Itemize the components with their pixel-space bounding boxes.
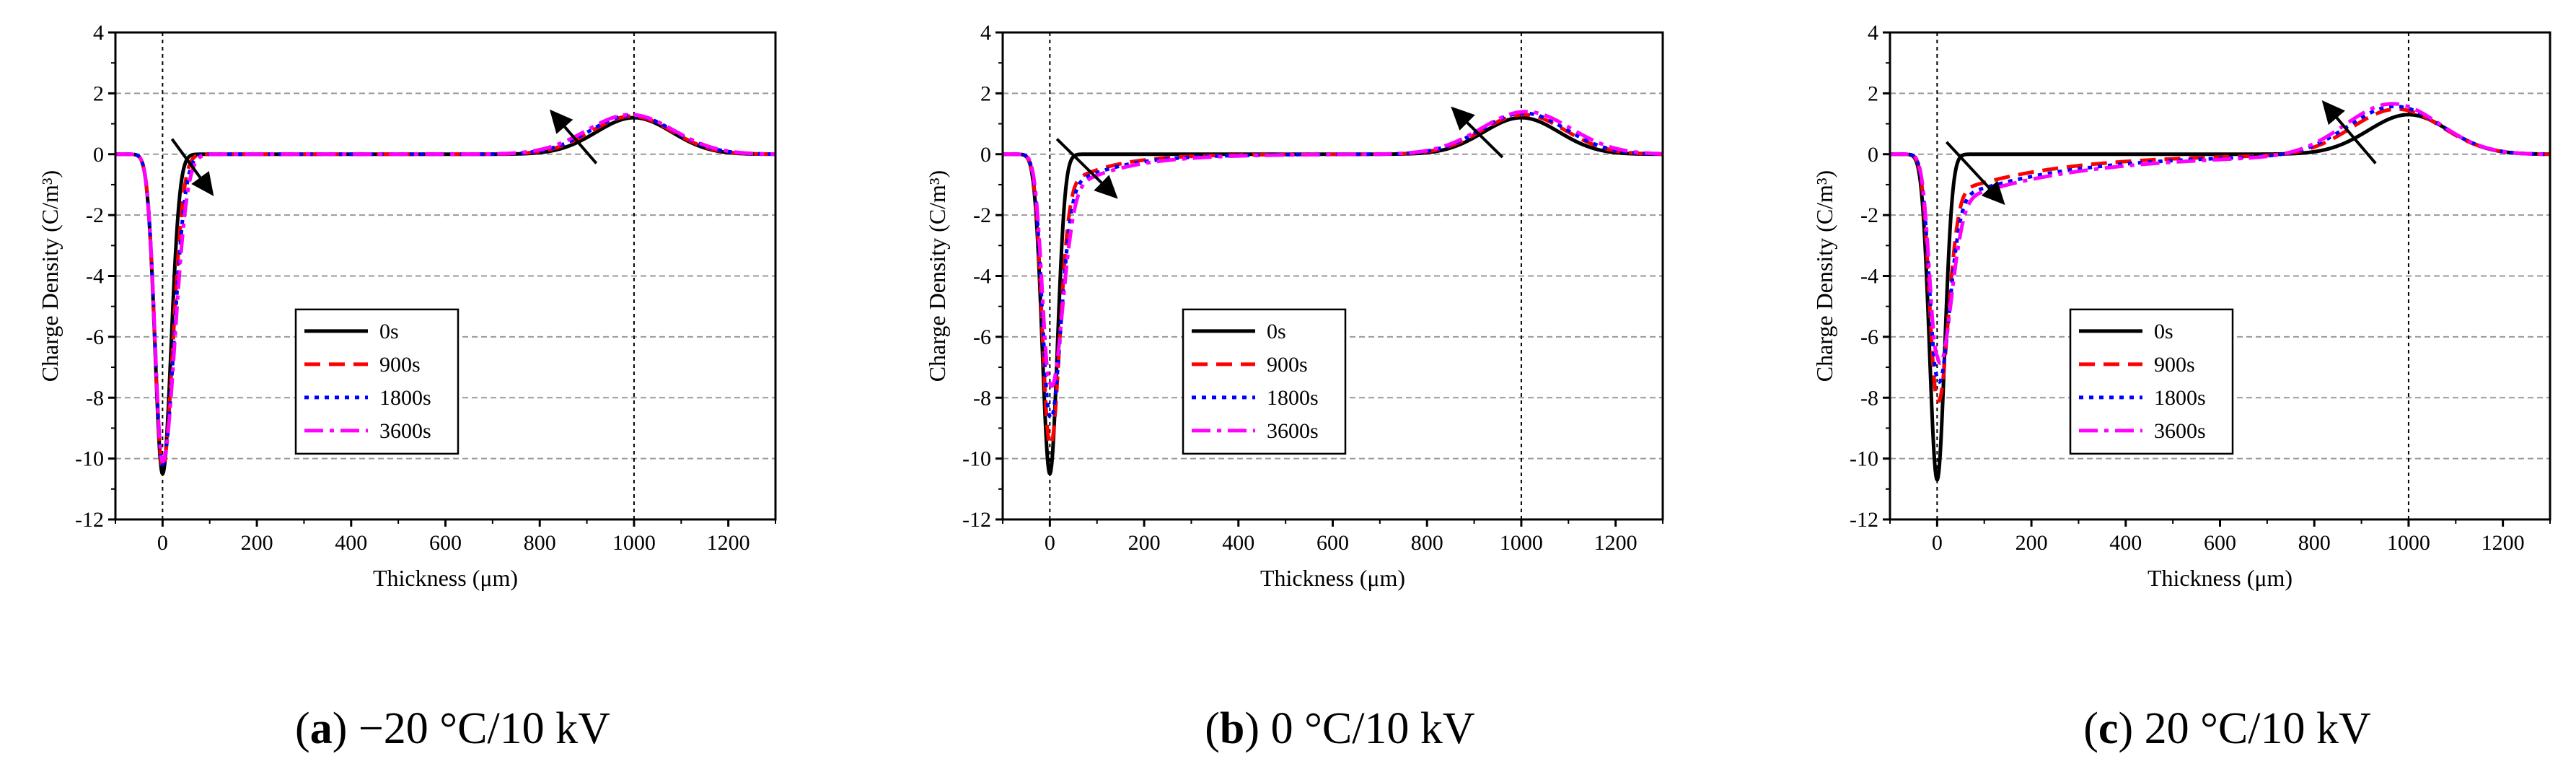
legend-label-0s: 0s <box>1267 320 1286 343</box>
y-tick-label: -4 <box>973 265 991 289</box>
y-tick-label: -8 <box>1860 386 1878 410</box>
legend-label-0s: 0s <box>2154 320 2173 343</box>
x-tick-label: 1200 <box>2482 531 2525 555</box>
y-tick-label: 0 <box>980 143 991 167</box>
legend: 0s 900s 1800s 3600s <box>1182 308 1347 455</box>
y-tick-label: -10 <box>75 447 104 471</box>
legend-label-1800s: 1800s <box>1267 386 1319 410</box>
y-tick-label: -2 <box>973 203 991 227</box>
y-tick-label: 2 <box>93 82 104 105</box>
x-tick-label: 1000 <box>1500 531 1543 555</box>
legend-label-0s: 0s <box>379 320 399 343</box>
legend-label-3600s: 3600s <box>2154 419 2206 443</box>
y-tick-label: 4 <box>1868 21 1878 45</box>
y-tick-label: -8 <box>86 386 104 410</box>
series-line-1800s <box>1001 111 1664 420</box>
y-tick-label: 2 <box>1868 82 1878 105</box>
caption-paren-close: ) <box>2118 704 2133 753</box>
panel-caption: (c) 20 °C/10 kV <box>2083 704 2371 753</box>
y-tick-label: -6 <box>86 325 104 349</box>
x-tick-label: 1200 <box>1594 531 1638 555</box>
legend-label-900s: 900s <box>1267 353 1308 377</box>
legend-label-1800s: 1800s <box>379 386 431 410</box>
x-tick-label: 800 <box>524 531 556 555</box>
trend-arrow <box>170 138 214 196</box>
y-tick-label: -10 <box>962 447 991 471</box>
y-tick-label: -12 <box>1850 508 1878 532</box>
legend-label-1800s: 1800s <box>2154 386 2206 410</box>
trend-arrow <box>549 109 598 164</box>
chart-panel-c: 4 2 0 -2 -4 -6 -8 -10 -12 0 200 400 600 800 1000 1200 Th… <box>1811 21 2551 753</box>
y-tick-label: -4 <box>1860 265 1878 289</box>
caption-condition: −20 °C/10 kV <box>347 704 610 753</box>
legend-label-3600s: 3600s <box>1267 419 1319 443</box>
y-tick-label: -6 <box>973 325 991 349</box>
y-tick-label: 4 <box>93 21 104 45</box>
x-tick-label: 600 <box>429 531 462 555</box>
y-axis-title: Charge Density (C/m³) <box>924 170 950 382</box>
y-tick-label: 0 <box>93 143 104 167</box>
x-tick-label: 200 <box>2015 531 2048 555</box>
x-tick-label: 0 <box>1932 531 1943 555</box>
y-tick-label: -12 <box>962 508 991 532</box>
y-axis-title: Charge Density (C/m³) <box>1811 170 1837 382</box>
caption-paren-open: ( <box>1205 704 1220 753</box>
series-line-900s <box>1001 113 1664 447</box>
x-tick-label: 600 <box>1316 531 1349 555</box>
y-tick-label: -4 <box>86 265 104 289</box>
chart-panel-a: 4 2 0 -2 -4 -6 -8 -10 -12 0 200 400 600 800 1000 1200 Th… <box>37 21 777 753</box>
series-line-1800s <box>114 113 777 467</box>
legend: 0s 900s 1800s 3600s <box>294 308 460 455</box>
y-tick-label: -8 <box>973 386 991 410</box>
x-axis-title: Thickness (μm) <box>373 565 518 591</box>
panel-caption: (b) 0 °C/10 kV <box>1205 704 1475 753</box>
panel-caption: (a) −20 °C/10 kV <box>295 704 610 753</box>
x-tick-label: 800 <box>2298 531 2331 555</box>
legend-label-900s: 900s <box>379 353 421 377</box>
x-tick-label: 1000 <box>612 531 656 555</box>
caption-condition: 20 °C/10 kV <box>2133 704 2371 753</box>
trend-arrow <box>1055 138 1118 199</box>
y-axis-title: Charge Density (C/m³) <box>37 170 63 382</box>
caption-letter: c <box>2098 704 2119 753</box>
y-tick-label: -10 <box>1850 447 1878 471</box>
caption-paren-open: ( <box>2083 704 2098 753</box>
x-axis-title: Thickness (μm) <box>2148 565 2293 591</box>
trend-arrow <box>1945 141 2005 206</box>
caption-paren-close: ) <box>1244 704 1260 753</box>
chart-panel-b: 4 2 0 -2 -4 -6 -8 -10 -12 0 200 400 600 800 1000 1200 Th… <box>924 21 1664 753</box>
caption-letter: b <box>1220 704 1244 753</box>
y-tick-label: 0 <box>1868 143 1878 167</box>
caption-condition: 0 °C/10 kV <box>1260 704 1475 753</box>
x-tick-label: 200 <box>241 531 273 555</box>
series-line-3600s <box>114 113 777 464</box>
caption-paren-close: ) <box>333 704 348 753</box>
legend: 0s 900s 1800s 3600s <box>2069 308 2234 455</box>
x-tick-label: 400 <box>1222 531 1254 555</box>
y-tick-label: 4 <box>980 21 991 45</box>
x-tick-label: 800 <box>1411 531 1443 555</box>
x-tick-label: 1200 <box>707 531 750 555</box>
series-line-3600s <box>1001 110 1664 388</box>
caption-letter: a <box>310 704 333 753</box>
y-tick-label: -12 <box>75 508 104 532</box>
legend-label-3600s: 3600s <box>379 419 431 443</box>
y-tick-label: -2 <box>86 203 104 227</box>
x-axis-title: Thickness (μm) <box>1260 565 1405 591</box>
x-tick-label: 400 <box>2109 531 2142 555</box>
legend-label-900s: 900s <box>2154 353 2195 377</box>
x-tick-label: 400 <box>335 531 367 555</box>
y-tick-label: 2 <box>980 82 991 105</box>
x-tick-label: 0 <box>157 531 168 555</box>
y-tick-label: -6 <box>1860 325 1878 349</box>
caption-paren-open: ( <box>295 704 310 753</box>
y-tick-label: -2 <box>1860 203 1878 227</box>
x-tick-label: 0 <box>1045 531 1055 555</box>
x-tick-label: 1000 <box>2387 531 2430 555</box>
trend-arrow <box>2321 100 2377 164</box>
x-tick-label: 200 <box>1128 531 1161 555</box>
x-tick-label: 600 <box>2204 531 2236 555</box>
trend-arrow <box>1451 106 1504 159</box>
